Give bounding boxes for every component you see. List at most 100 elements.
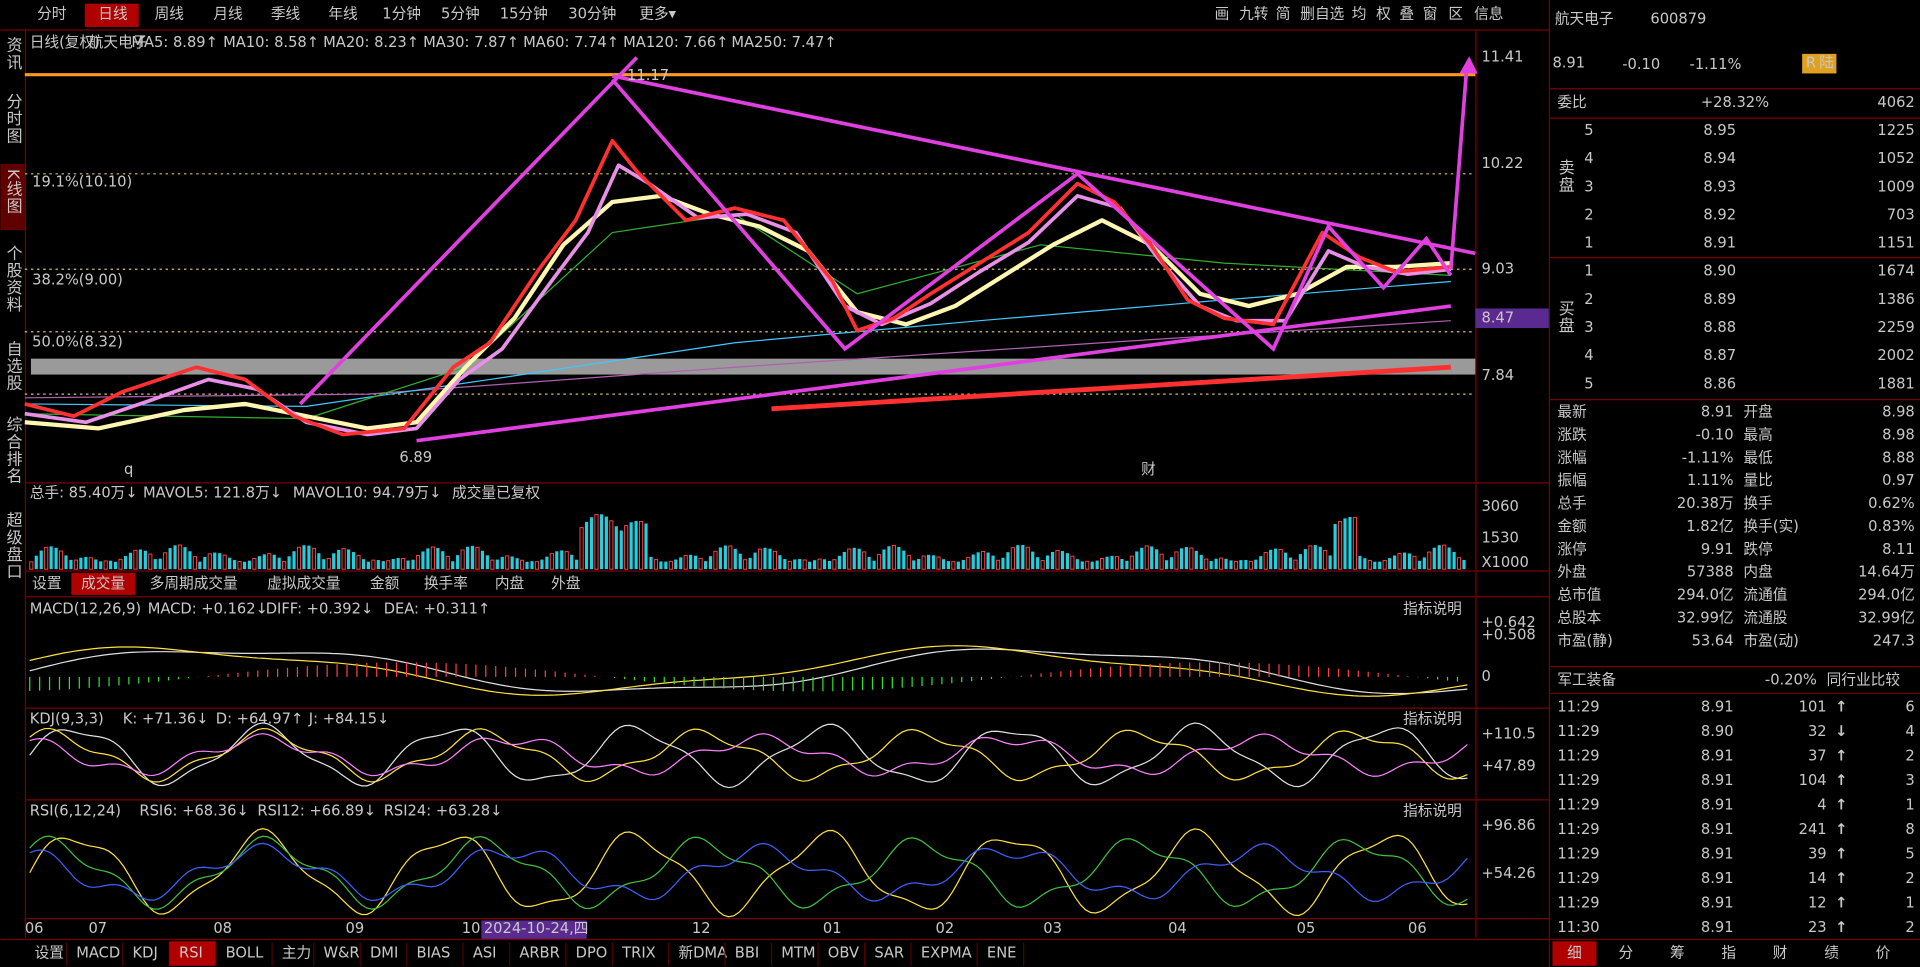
bottom-tab[interactable]: MACD bbox=[76, 945, 120, 962]
top-tab[interactable]: 5分钟 bbox=[441, 6, 480, 23]
volume-bar bbox=[326, 557, 331, 570]
ma-label: 航天电子 bbox=[89, 34, 148, 51]
tick-count: 1 bbox=[1905, 796, 1914, 813]
bottom-tab[interactable]: ENE bbox=[987, 945, 1017, 962]
industry-compare[interactable]: 同行业比较 bbox=[1827, 671, 1901, 689]
bottom-tab[interactable]: BOLL bbox=[226, 945, 265, 962]
top-tab[interactable]: 周线 bbox=[155, 6, 185, 23]
volume-header: 成交量已复权 bbox=[452, 483, 540, 501]
date-highlight bbox=[481, 920, 587, 939]
volume-bar bbox=[763, 547, 767, 570]
top-tab[interactable]: 季线 bbox=[271, 6, 301, 23]
quote-tab[interactable]: 细 bbox=[1567, 945, 1582, 962]
top-tab[interactable]: 15分钟 bbox=[500, 6, 548, 23]
indicator-help[interactable]: 指标说明 bbox=[1403, 601, 1462, 618]
quote-tab[interactable]: 分 bbox=[1619, 945, 1634, 962]
side-tab[interactable]: 超级盘口 bbox=[4, 512, 23, 581]
toolbar-button[interactable]: 九转 bbox=[1239, 6, 1269, 23]
bottom-tab[interactable]: DMI bbox=[370, 945, 398, 962]
top-tab[interactable]: 30分钟 bbox=[568, 6, 616, 23]
sub-tab[interactable]: 成交量 bbox=[81, 574, 125, 592]
volume-bar bbox=[1456, 557, 1462, 570]
side-tab[interactable]: 个股资料 bbox=[4, 245, 23, 314]
toolbar-button[interactable]: 简 bbox=[1276, 6, 1291, 23]
sub-tab[interactable]: 换手率 bbox=[424, 575, 468, 592]
volume-bar bbox=[887, 546, 891, 570]
side-tab[interactable]: 综合排名 bbox=[4, 416, 23, 485]
indicator-help[interactable]: 指标说明 bbox=[1403, 803, 1462, 820]
volume-bar bbox=[614, 526, 618, 570]
x-axis-label: 04 bbox=[1168, 920, 1187, 937]
toolbar-button[interactable]: 均 bbox=[1352, 6, 1367, 23]
indicator-header: RSI6: +68.36↓ bbox=[139, 803, 248, 820]
toolbar-button[interactable]: 权 bbox=[1376, 6, 1391, 23]
bottom-tab[interactable]: KDJ bbox=[133, 945, 158, 962]
top-tab[interactable]: 日线 bbox=[98, 6, 128, 23]
volume-bar bbox=[638, 520, 644, 570]
bottom-tab[interactable]: MTM bbox=[781, 945, 815, 962]
top-tab[interactable]: 年线 bbox=[328, 6, 358, 23]
bottom-tab[interactable]: EXPMA bbox=[921, 945, 972, 962]
toolbar-button[interactable]: 窗 bbox=[1423, 5, 1438, 23]
sub-tab[interactable]: 外盘 bbox=[551, 574, 581, 592]
toolbar-button[interactable]: 叠 bbox=[1399, 6, 1414, 23]
quote-tab[interactable]: 财 bbox=[1773, 945, 1788, 962]
quote-tab[interactable]: 价 bbox=[1876, 945, 1891, 962]
bottom-tab[interactable]: ARBR bbox=[519, 945, 560, 962]
toolbar-button[interactable]: 信息 bbox=[1474, 6, 1503, 23]
tick-time: 11:29 bbox=[1557, 796, 1599, 813]
toolbar-button[interactable]: 画 bbox=[1215, 6, 1230, 23]
volume-bar bbox=[555, 551, 559, 570]
bottom-tab[interactable]: TRIX bbox=[621, 945, 656, 962]
bottom-tab[interactable]: 新DMA bbox=[678, 945, 727, 962]
bottom-tab[interactable]: 主力 bbox=[282, 945, 311, 962]
sub-tab[interactable]: 内盘 bbox=[495, 574, 525, 592]
volume-bar bbox=[847, 548, 852, 570]
toolbar-button[interactable]: 区 bbox=[1448, 6, 1463, 23]
side-tab[interactable]: 分时图 bbox=[4, 93, 23, 144]
fib-label: 50.0%(8.32) bbox=[32, 334, 123, 351]
bottom-tab[interactable]: BIAS bbox=[417, 945, 451, 962]
chart-annotation: 财 bbox=[1141, 461, 1156, 478]
tick-count: 6 bbox=[1905, 699, 1914, 716]
volume-bar bbox=[1328, 555, 1332, 570]
bottom-tab[interactable]: 设置 bbox=[35, 945, 64, 962]
side-tab[interactable]: 资讯 bbox=[4, 37, 23, 71]
bottom-tab[interactable]: W&R bbox=[323, 945, 359, 962]
top-tab[interactable]: 更多▾ bbox=[639, 6, 676, 23]
volume-bar bbox=[1288, 557, 1293, 570]
stat-label: 涨跌 bbox=[1557, 426, 1587, 443]
bottom-tab[interactable]: BBI bbox=[735, 945, 759, 962]
bottom-tab[interactable]: SAR bbox=[874, 945, 904, 962]
volume-bar bbox=[495, 559, 499, 570]
top-tab[interactable]: 月线 bbox=[213, 6, 243, 23]
tick-time: 11:29 bbox=[1557, 821, 1599, 838]
volume-bar bbox=[1194, 550, 1198, 570]
indicator-help[interactable]: 指标说明 bbox=[1403, 711, 1462, 728]
bottom-tab[interactable]: ASI bbox=[473, 945, 497, 962]
volume-bar bbox=[1065, 553, 1070, 570]
bottom-tab[interactable]: OBV bbox=[828, 945, 859, 962]
volume-bar bbox=[29, 561, 34, 570]
toolbar-button[interactable]: 删自选 bbox=[1300, 6, 1344, 23]
sub-tab[interactable]: 设置 bbox=[32, 575, 61, 592]
quote-tab[interactable]: 绩 bbox=[1824, 945, 1839, 962]
bottom-tab[interactable]: RSI bbox=[179, 945, 203, 962]
bottom-tab[interactable]: DPO bbox=[576, 945, 608, 962]
top-tab[interactable]: 1分钟 bbox=[382, 6, 421, 23]
sub-tab[interactable]: 金额 bbox=[370, 575, 400, 592]
side-tab[interactable]: 自选股 bbox=[4, 340, 23, 391]
volume-bar bbox=[292, 551, 296, 570]
quote-tab[interactable]: 指 bbox=[1721, 945, 1736, 962]
volume-bar bbox=[138, 549, 142, 570]
book-volume: 1009 bbox=[1877, 178, 1914, 195]
volume-axis-label: 1530 bbox=[1481, 530, 1518, 547]
top-tab[interactable]: 分时 bbox=[37, 6, 67, 23]
sub-tab[interactable]: 多周期成交量 bbox=[150, 574, 238, 592]
industry-pct: -0.20% bbox=[1765, 672, 1817, 689]
side-tab[interactable]: K线图 bbox=[4, 169, 23, 215]
sub-tab[interactable]: 虚拟成交量 bbox=[267, 574, 341, 592]
quote-tab[interactable]: 筹 bbox=[1670, 945, 1685, 962]
stat-label: 流通值 bbox=[1743, 587, 1787, 604]
